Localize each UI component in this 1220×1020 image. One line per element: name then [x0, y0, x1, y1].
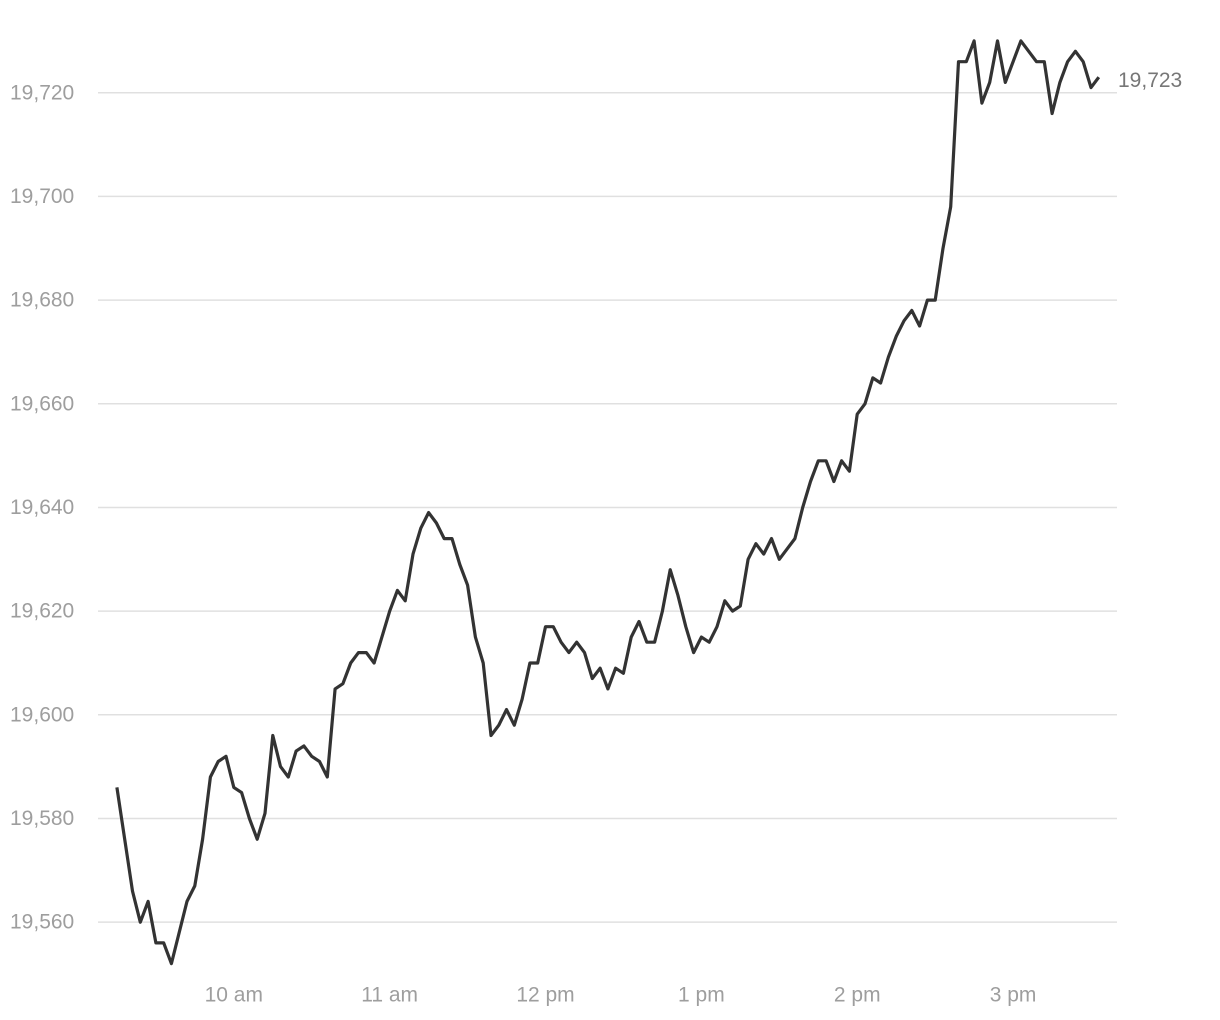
- y-tick-label: 19,640: [10, 496, 74, 519]
- y-tick-label: 19,600: [10, 703, 74, 726]
- y-tick-label: 19,660: [10, 392, 74, 415]
- x-tick-label: 3 pm: [990, 984, 1037, 1007]
- y-tick-label: 19,620: [10, 600, 74, 623]
- x-tick-label: 12 pm: [516, 984, 574, 1007]
- y-tick-label: 19,700: [10, 185, 74, 208]
- y-tick-label: 19,560: [10, 911, 74, 934]
- x-tick-label: 10 am: [205, 984, 263, 1007]
- y-tick-label: 19,720: [10, 81, 74, 104]
- last-value-label: 19,723: [1118, 69, 1182, 92]
- y-tick-label: 19,580: [10, 807, 74, 830]
- x-tick-label: 11 am: [361, 984, 418, 1007]
- x-tick-label: 2 pm: [834, 984, 881, 1007]
- x-tick-label: 1 pm: [678, 984, 725, 1007]
- price-line: [115, 39, 1101, 966]
- y-tick-label: 19,680: [10, 289, 74, 312]
